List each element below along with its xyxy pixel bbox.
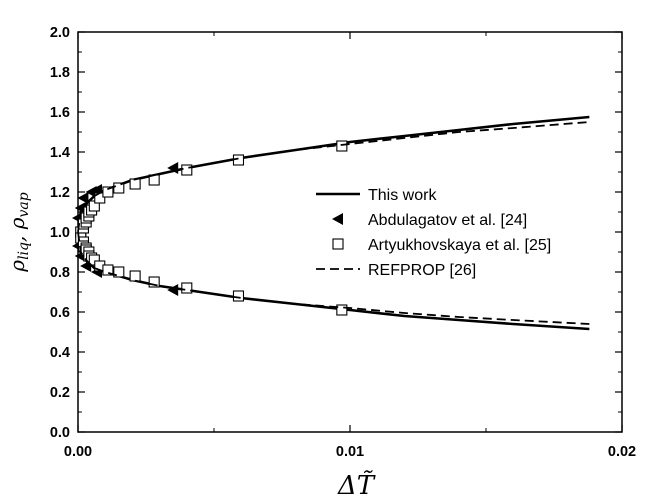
series-layer <box>72 115 590 331</box>
y-axis-label: ρliq, ρvap <box>5 192 32 272</box>
y-tick-label: 0.4 <box>50 345 70 361</box>
legend-label: Artyukhovskaya et al. [25] <box>368 237 551 254</box>
artyukhovskaya-point <box>129 270 141 282</box>
abdulagatov-point <box>167 284 179 296</box>
legend-label: REFPROP [26] <box>368 262 476 279</box>
y-axis-label-sub-vap: vap <box>16 192 32 217</box>
y-axis-label-separator: , <box>5 229 29 242</box>
artyukhovskaya-point <box>129 178 141 190</box>
artyukhovskaya-point <box>181 282 193 294</box>
axis-ticks <box>77 31 623 433</box>
y-tick-label: 0.0 <box>50 425 70 441</box>
y-tick-label: 1.8 <box>50 65 70 81</box>
x-axis-label: ΔT̃ <box>337 470 376 501</box>
abdulagatov-point <box>77 192 89 204</box>
abdulagatov-point <box>74 202 86 214</box>
legend-abdulagatov-swatch <box>332 213 343 225</box>
legend-artyukhovskaya-swatch <box>332 238 344 250</box>
y-tick-label: 2.0 <box>50 25 70 41</box>
plot-frame <box>77 31 623 433</box>
y-tick-label: 0.6 <box>50 305 70 321</box>
y-tick-label: 0.2 <box>50 385 70 401</box>
x-tick-label: 0.01 <box>336 444 364 460</box>
refprop-liquid-line <box>77 121 590 233</box>
artyukhovskaya-point <box>113 266 125 278</box>
artyukhovskaya-point <box>336 140 348 152</box>
artyukhovskaya-point <box>102 264 114 276</box>
y-axis-label-rho2: ρ <box>5 217 29 230</box>
artyukhovskaya-point <box>113 182 125 194</box>
y-axis-label-rho1: ρ <box>5 260 29 273</box>
y-tick-label: 0.8 <box>50 265 70 281</box>
y-tick-label: 1.2 <box>50 185 70 201</box>
y-tick-label: 1.4 <box>50 145 70 161</box>
refprop-vapor-line <box>77 231 590 325</box>
y-axis-label-sub-liq: liq <box>16 242 32 260</box>
legend: This work Abdulagatov et al. [24] Artyukho… <box>316 187 551 279</box>
y-tick-label: 1.0 <box>50 225 70 241</box>
legend-label: Abdulagatov et al. [24] <box>368 212 527 229</box>
legend-label: This work <box>368 187 437 204</box>
y-tick-label: 1.6 <box>50 105 70 121</box>
axis-tick-labels: 0.0 0.2 0.4 0.6 0.8 1.0 1.2 1.4 1.6 1.8 2.0 0.00 0.0… <box>50 25 636 460</box>
x-tick-label: 0.00 <box>64 444 92 460</box>
svg-text:ρliq, ρvap: ρliq, ρvap <box>5 192 32 272</box>
artyukhovskaya-point <box>232 290 245 302</box>
artyukhovskaya-point <box>148 276 160 288</box>
artyukhovskaya-point <box>336 304 348 316</box>
x-tick-label: 0.02 <box>608 444 636 460</box>
